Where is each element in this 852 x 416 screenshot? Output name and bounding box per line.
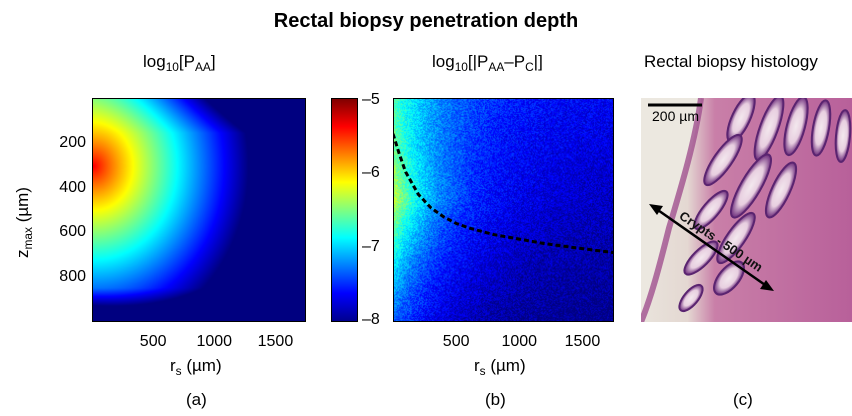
x-tick-label: 500	[442, 333, 470, 350]
contour-path	[393, 133, 614, 255]
x-tick-label: 1000	[196, 333, 233, 350]
dashed-contour-line	[393, 133, 614, 255]
panel-b-title: log10[|PAA–PC|]	[432, 52, 543, 75]
figure-title: Rectal biopsy penetration depth	[273, 10, 579, 32]
histology-image: 200 µm Crypts - 500 µm	[641, 98, 852, 322]
colorbar-tick-label: –8	[362, 311, 380, 328]
heatmap-b	[393, 98, 614, 322]
scale-bar-label: 200 µm	[652, 108, 699, 124]
x-axis-label-b: rs (µm)	[474, 356, 526, 379]
panel-label-b: (b)	[485, 390, 506, 409]
colorbar-tick-label: –5	[362, 91, 380, 108]
y-tick-label: 600	[59, 223, 86, 241]
heatmap-a	[92, 98, 306, 322]
colorbar	[331, 98, 358, 322]
panel-label-a: (a)	[186, 390, 207, 409]
y-tick-label: 200	[59, 133, 86, 151]
x-axis-label-a: rs (µm)	[170, 356, 222, 379]
x-tick-label: 1000	[501, 333, 538, 350]
panel-label-c: (c)	[733, 390, 753, 409]
y-tick-label: 800	[59, 268, 86, 286]
x-tick-label: 500	[139, 333, 167, 350]
x-tick-label: 1500	[257, 333, 294, 350]
x-tick-label: 1500	[564, 333, 601, 350]
y-tick-label: 400	[59, 178, 86, 196]
colorbar-tick-label: –7	[362, 238, 380, 256]
panel-c-title: Rectal biopsy histology	[644, 52, 818, 71]
y-axis-label: zmax (µm)	[13, 187, 36, 258]
panel-a-title: log10[PAA]	[143, 52, 216, 75]
colorbar-tick-label: –6	[362, 163, 380, 181]
